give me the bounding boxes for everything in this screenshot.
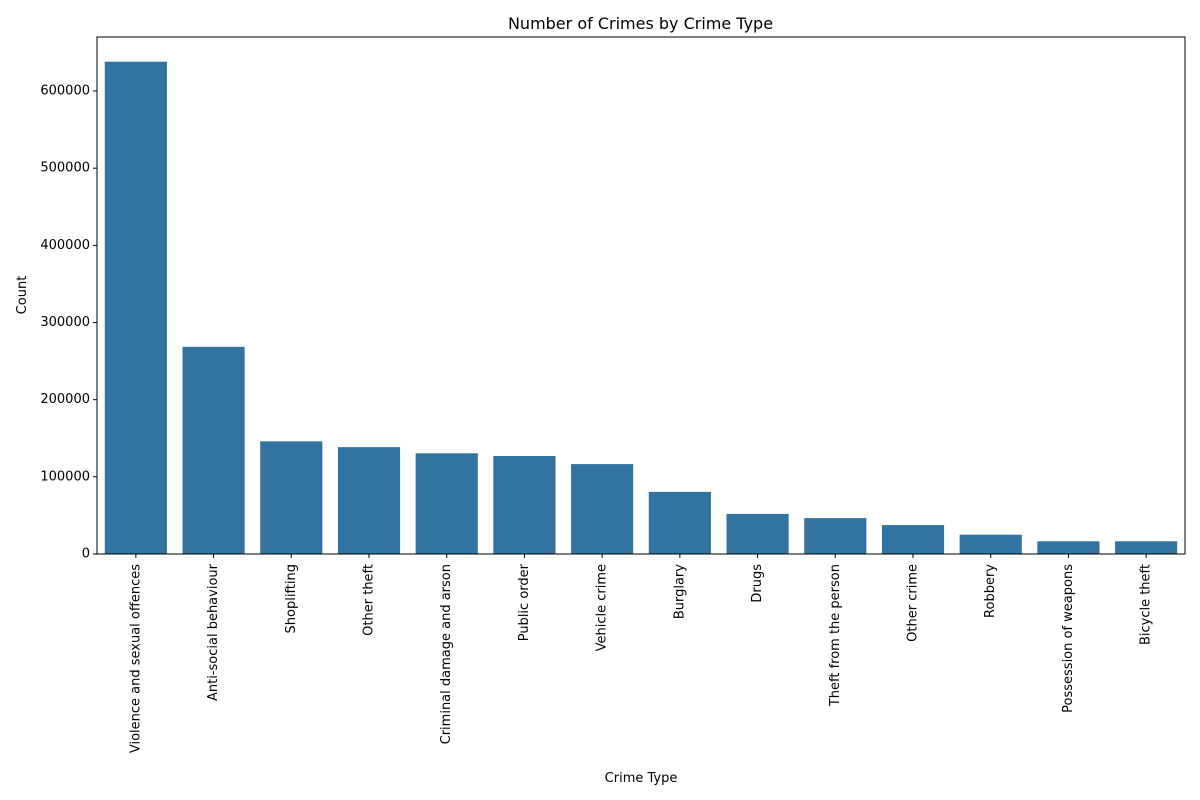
x-tick-label: Public order xyxy=(517,563,532,641)
bar-3 xyxy=(337,447,401,554)
y-tick-label: 300000 xyxy=(40,315,90,330)
bar-1 xyxy=(182,346,245,554)
bars-group xyxy=(104,61,1178,554)
x-tick-label: Criminal damage and arson xyxy=(439,564,454,744)
bar-9 xyxy=(804,518,867,554)
bar-11 xyxy=(959,534,1022,554)
bar-12 xyxy=(1037,541,1100,554)
x-tick-label: Other theft xyxy=(362,564,377,636)
bar-7 xyxy=(648,491,711,554)
x-tick-label: Violence and sexual offences xyxy=(128,564,143,753)
y-tick-label: 600000 xyxy=(40,84,90,99)
y-tick-label: 200000 xyxy=(40,392,90,407)
x-tick-label: Shoplifting xyxy=(284,564,299,633)
x-axis-ticks: Violence and sexual offences Anti-social … xyxy=(128,554,1154,753)
y-axis-label: Count xyxy=(15,276,30,315)
bar-0 xyxy=(104,61,167,554)
bar-2 xyxy=(260,441,323,554)
x-tick-label: Other crime xyxy=(906,564,921,642)
x-tick-label: Robbery xyxy=(983,564,998,618)
x-tick-label: Anti-social behaviour xyxy=(206,563,221,701)
bar-4 xyxy=(415,453,478,554)
bar-6 xyxy=(571,464,634,554)
bar-13 xyxy=(1115,541,1178,554)
y-tick-label: 0 xyxy=(82,547,90,562)
x-axis-label: Crime Type xyxy=(605,771,678,786)
plot-frame xyxy=(96,36,1186,555)
x-tick-label: Theft from the person xyxy=(828,564,843,707)
y-tick-label: 100000 xyxy=(40,469,90,484)
y-axis-ticks: 0 100000 200000 300000 400000 500000 600000 xyxy=(40,84,97,562)
bar-10 xyxy=(881,525,945,554)
bar-8 xyxy=(726,513,789,554)
x-tick-label: Vehicle crime xyxy=(595,564,610,651)
x-tick-label: Burglary xyxy=(672,564,687,619)
x-tick-label: Bicycle theft xyxy=(1139,564,1154,645)
chart-title: Number of Crimes by Crime Type xyxy=(508,14,773,33)
y-tick-label: 500000 xyxy=(40,161,90,176)
bar-5 xyxy=(493,456,556,554)
x-tick-label: Possession of weapons xyxy=(1061,564,1076,713)
x-tick-label: Drugs xyxy=(750,564,765,603)
y-tick-label: 400000 xyxy=(40,238,90,253)
